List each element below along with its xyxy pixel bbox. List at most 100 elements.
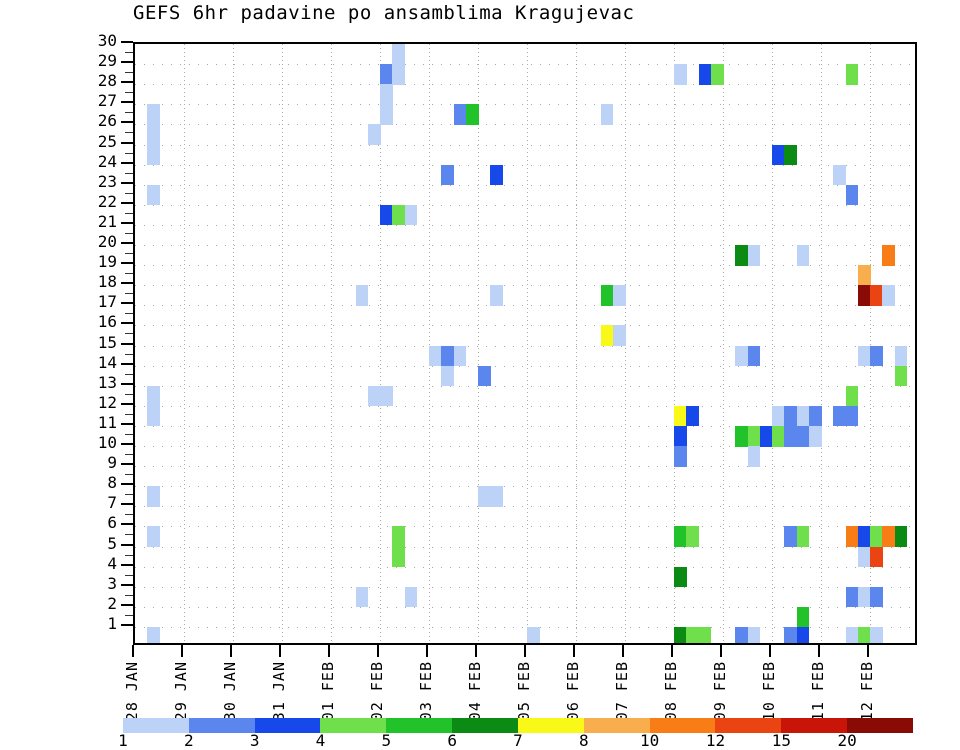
y-axis-tick <box>121 181 133 184</box>
colorbar-segment <box>188 718 255 733</box>
heatmap-cell <box>882 285 896 306</box>
heatmap-cell <box>735 626 749 643</box>
heatmap-cell <box>808 405 822 427</box>
heatmap-cell <box>392 64 406 85</box>
heatmap-cell <box>147 486 161 507</box>
grid-line-horizontal <box>135 184 915 186</box>
grid-line-horizontal <box>135 405 915 407</box>
heatmap-cell <box>367 385 381 407</box>
heatmap-cell <box>784 405 798 427</box>
heatmap-cell <box>674 425 687 447</box>
y-axis-label: 15 <box>97 332 117 352</box>
y-axis-tick <box>121 282 133 285</box>
heatmap-cell <box>478 365 491 387</box>
y-axis-minor-tick <box>125 192 133 194</box>
y-axis-minor-tick <box>125 273 133 275</box>
heatmap-cells <box>135 44 915 643</box>
heatmap-cell <box>453 104 467 125</box>
heatmap-cell <box>796 425 810 447</box>
grid-line-horizontal <box>135 265 915 267</box>
grid-line-horizontal <box>135 144 915 146</box>
heatmap-cell <box>686 526 700 548</box>
heatmap-cell <box>833 405 847 427</box>
heatmap-cell <box>429 345 442 367</box>
grid-line-horizontal <box>135 325 915 327</box>
y-axis-tick <box>121 41 133 43</box>
grid-line-horizontal <box>135 606 915 608</box>
x-axis-tick <box>475 645 477 657</box>
y-axis-tick <box>121 543 133 546</box>
y-axis-tick <box>121 141 133 144</box>
grid-line-vertical <box>429 44 430 643</box>
heatmap-cell <box>735 345 749 367</box>
heatmap-cell <box>380 385 393 407</box>
y-axis-label: 2 <box>107 593 117 613</box>
colorbar-segment <box>517 718 584 733</box>
heatmap-cell <box>845 184 859 206</box>
heatmap-cell <box>845 405 859 427</box>
x-axis-label: 06 FEB <box>564 661 582 722</box>
y-axis-minor-tick <box>125 52 133 54</box>
heatmap-cell <box>355 586 369 608</box>
y-axis-tick <box>121 463 133 466</box>
y-axis-minor-tick <box>125 594 133 596</box>
heatmap-cell <box>870 626 883 643</box>
grid-line-vertical <box>772 44 773 643</box>
grid-line-horizontal <box>135 486 915 488</box>
x-axis-tick <box>328 645 330 657</box>
y-axis-tick <box>121 121 133 124</box>
y-axis-minor-tick <box>125 514 133 516</box>
grid-line-horizontal <box>135 305 915 307</box>
x-axis-label: 12 FEB <box>858 661 876 722</box>
grid-line-vertical <box>723 44 724 643</box>
heatmap-cell <box>600 104 614 125</box>
heatmap-cell <box>404 204 418 226</box>
colorbar-segment <box>847 718 913 733</box>
y-axis-label: 14 <box>97 352 117 372</box>
heatmap-cell <box>686 405 700 427</box>
y-axis-label: 5 <box>107 533 117 553</box>
x-axis-label: 08 FEB <box>662 661 680 722</box>
y-axis-minor-tick <box>125 112 133 114</box>
heatmap-cell <box>147 124 161 146</box>
y-axis-tick <box>121 603 133 606</box>
y-axis-minor-tick <box>125 132 133 134</box>
heatmap-cell <box>392 204 406 226</box>
colorbar-tick-label: 3 <box>249 731 260 750</box>
grid-line-horizontal <box>135 526 915 528</box>
grid-line-horizontal <box>135 245 915 246</box>
heatmap-cell <box>478 486 491 507</box>
x-axis-label: 03 FEB <box>417 661 435 722</box>
y-axis-label: 13 <box>97 372 117 392</box>
y-axis-minor-tick <box>125 413 133 415</box>
y-axis-label: 22 <box>97 191 117 211</box>
heatmap-cell <box>441 345 455 367</box>
heatmap-cell <box>612 325 626 347</box>
heatmap-cell <box>857 586 871 608</box>
heatmap-cell <box>355 285 369 306</box>
x-axis-label: 10 FEB <box>760 661 778 722</box>
heatmap-cell <box>772 425 785 447</box>
y-axis-tick <box>121 362 133 365</box>
grid-line-vertical <box>282 44 283 643</box>
colorbar-segment <box>254 718 321 733</box>
heatmap-cell <box>490 164 504 186</box>
y-axis-minor-tick <box>125 373 133 375</box>
heatmap-cell <box>870 546 883 568</box>
heatmap-cell <box>527 626 540 643</box>
heatmap-cell <box>674 526 687 548</box>
x-axis-label: 02 FEB <box>368 661 386 722</box>
y-axis-minor-tick <box>125 212 133 214</box>
y-axis-tick <box>121 242 133 244</box>
heatmap-cell <box>404 586 418 608</box>
y-axis-minor-tick <box>125 353 133 355</box>
y-axis-minor-tick <box>125 494 133 496</box>
heatmap-cell <box>870 586 883 608</box>
heatmap-cell <box>894 526 908 548</box>
x-axis-label: 30 JAN <box>221 661 239 722</box>
heatmap-cell <box>147 526 161 548</box>
heatmap-cell <box>747 446 761 467</box>
plot-area <box>133 42 917 645</box>
x-axis-tick <box>720 645 722 657</box>
grid-line-vertical <box>576 44 577 643</box>
